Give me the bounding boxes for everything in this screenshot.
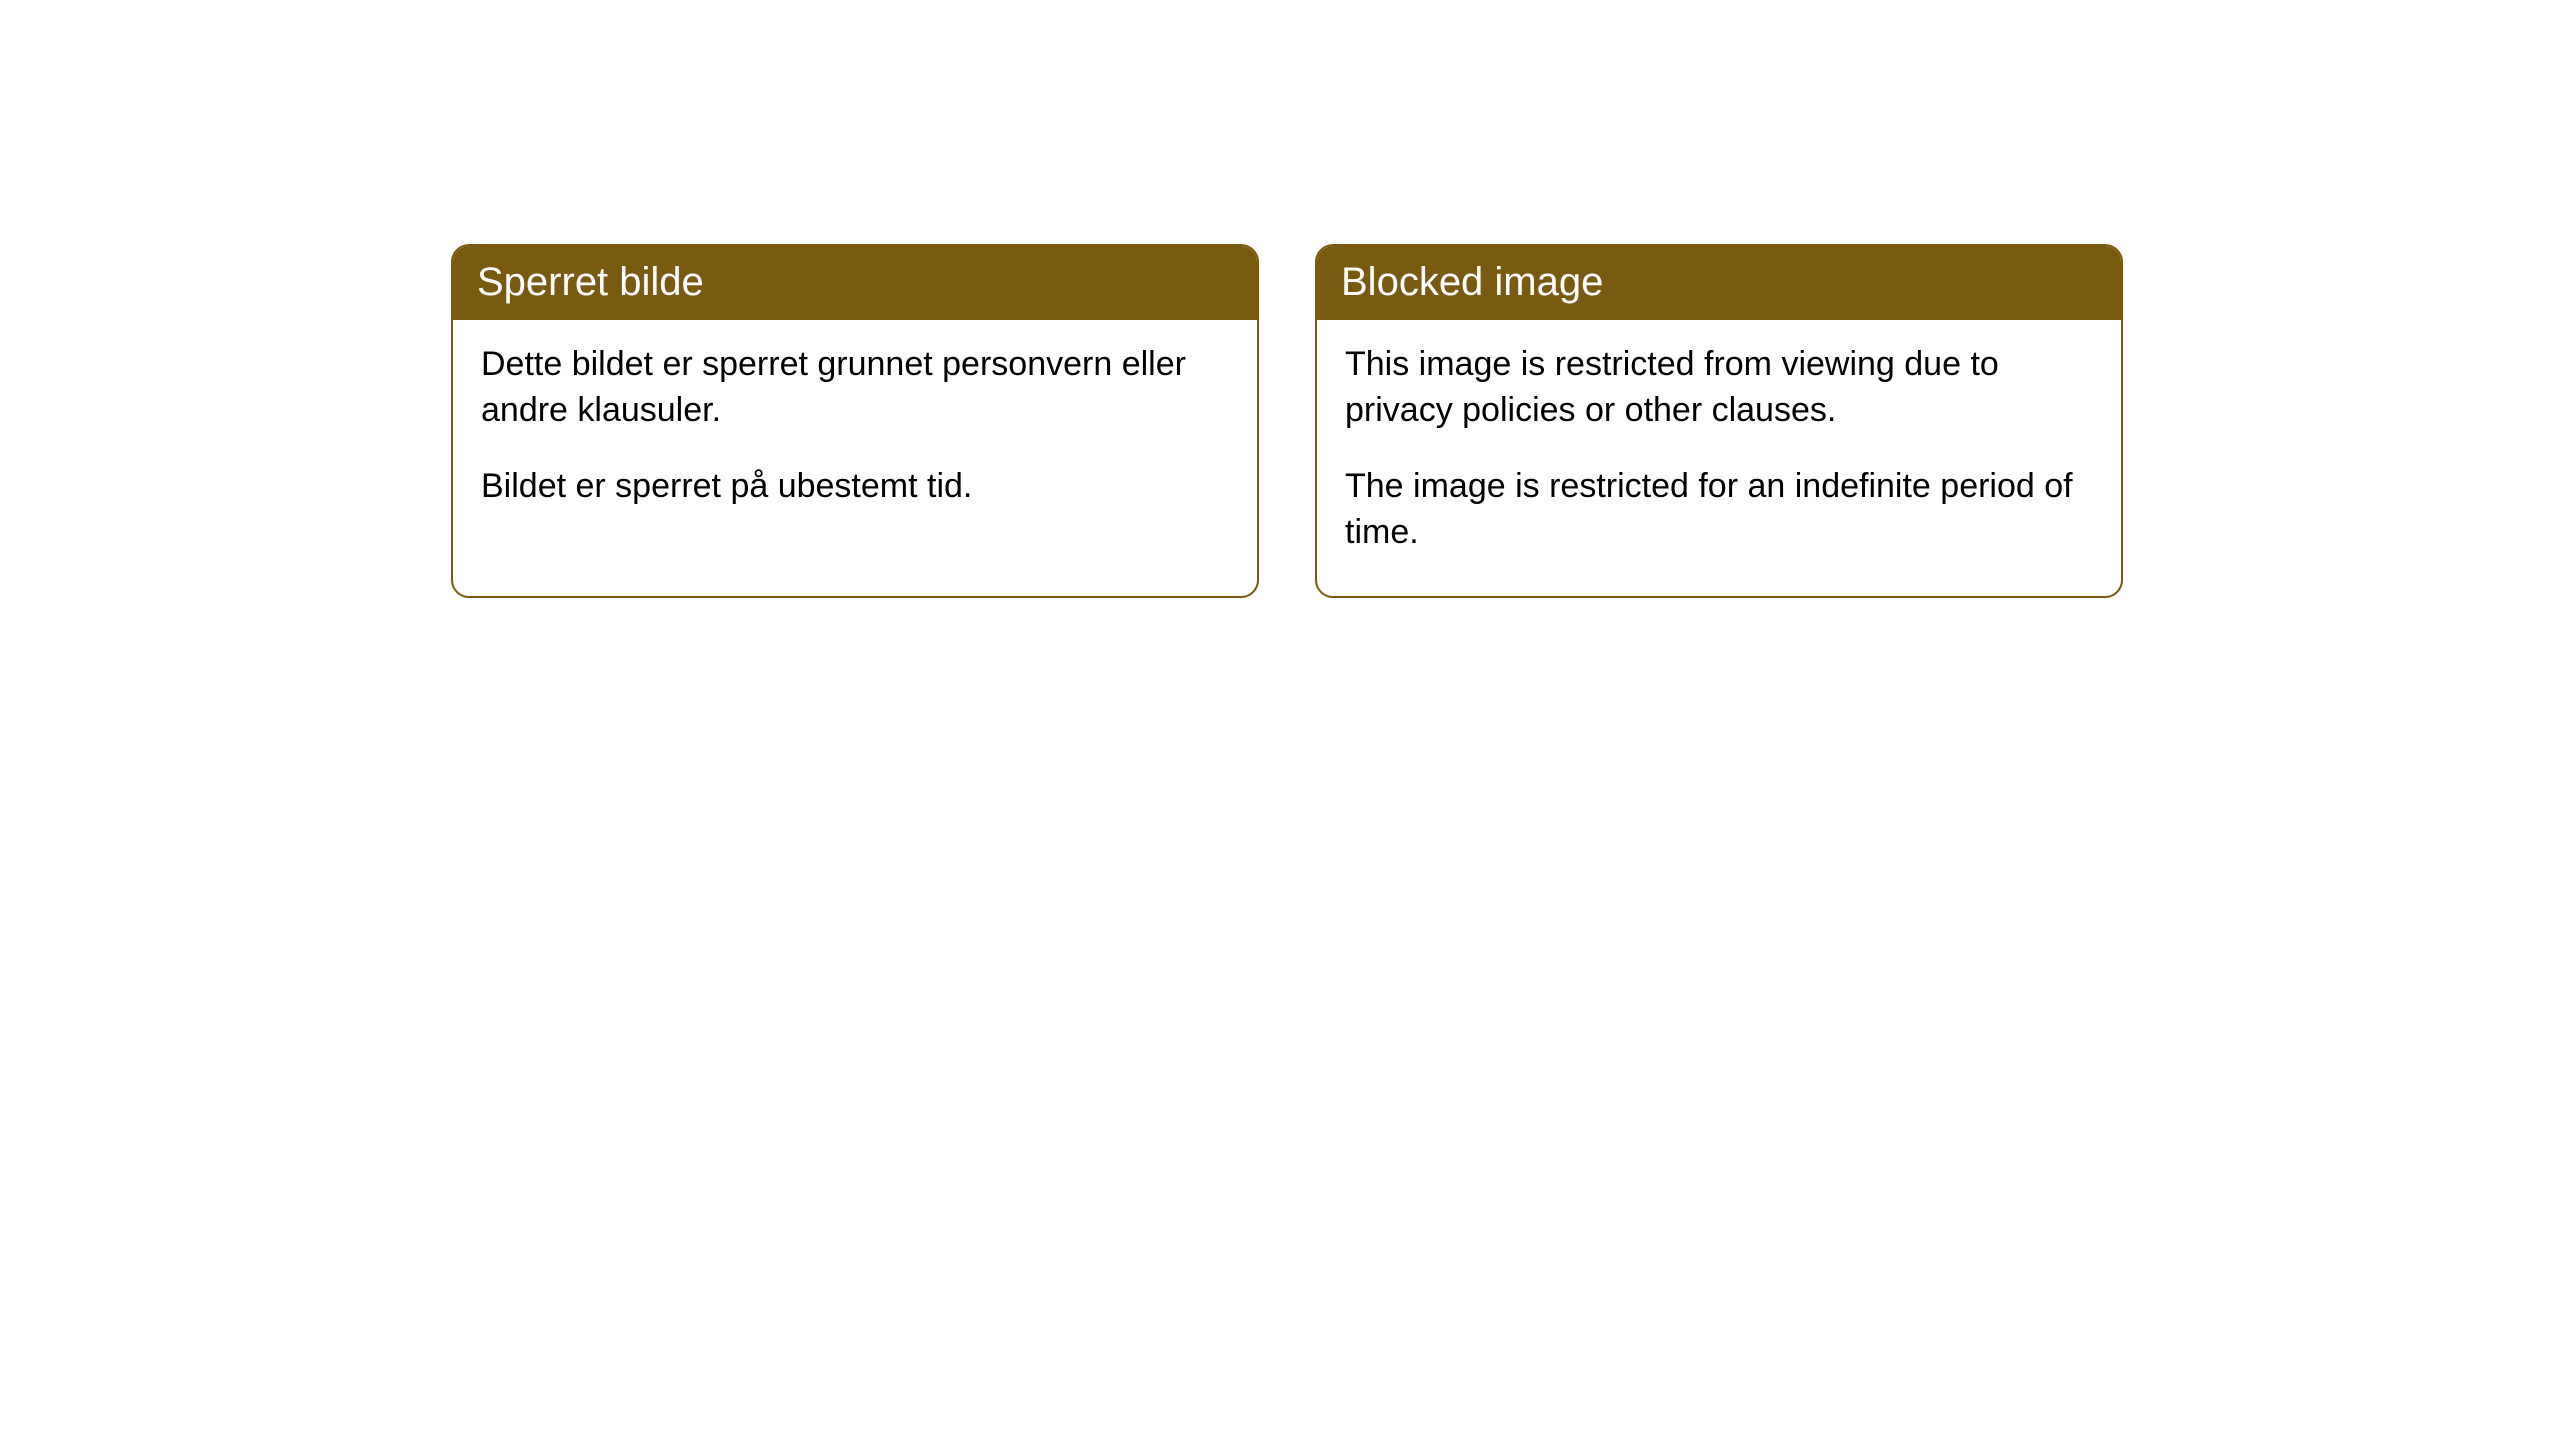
panel-text-norwegian-1: Dette bildet er sperret grunnet personve… [481, 342, 1229, 434]
panel-english: Blocked image This image is restricted f… [1315, 244, 2123, 598]
panel-body-norwegian: Dette bildet er sperret grunnet personve… [453, 320, 1257, 550]
panel-title-english: Blocked image [1317, 246, 2121, 320]
panel-body-english: This image is restricted from viewing du… [1317, 320, 2121, 596]
panel-text-english-2: The image is restricted for an indefinit… [1345, 464, 2093, 556]
panel-title-norwegian: Sperret bilde [453, 246, 1257, 320]
panel-norwegian: Sperret bilde Dette bildet er sperret gr… [451, 244, 1259, 598]
panel-text-english-1: This image is restricted from viewing du… [1345, 342, 2093, 434]
panel-text-norwegian-2: Bildet er sperret på ubestemt tid. [481, 464, 1229, 510]
panels-container: Sperret bilde Dette bildet er sperret gr… [0, 0, 2560, 598]
